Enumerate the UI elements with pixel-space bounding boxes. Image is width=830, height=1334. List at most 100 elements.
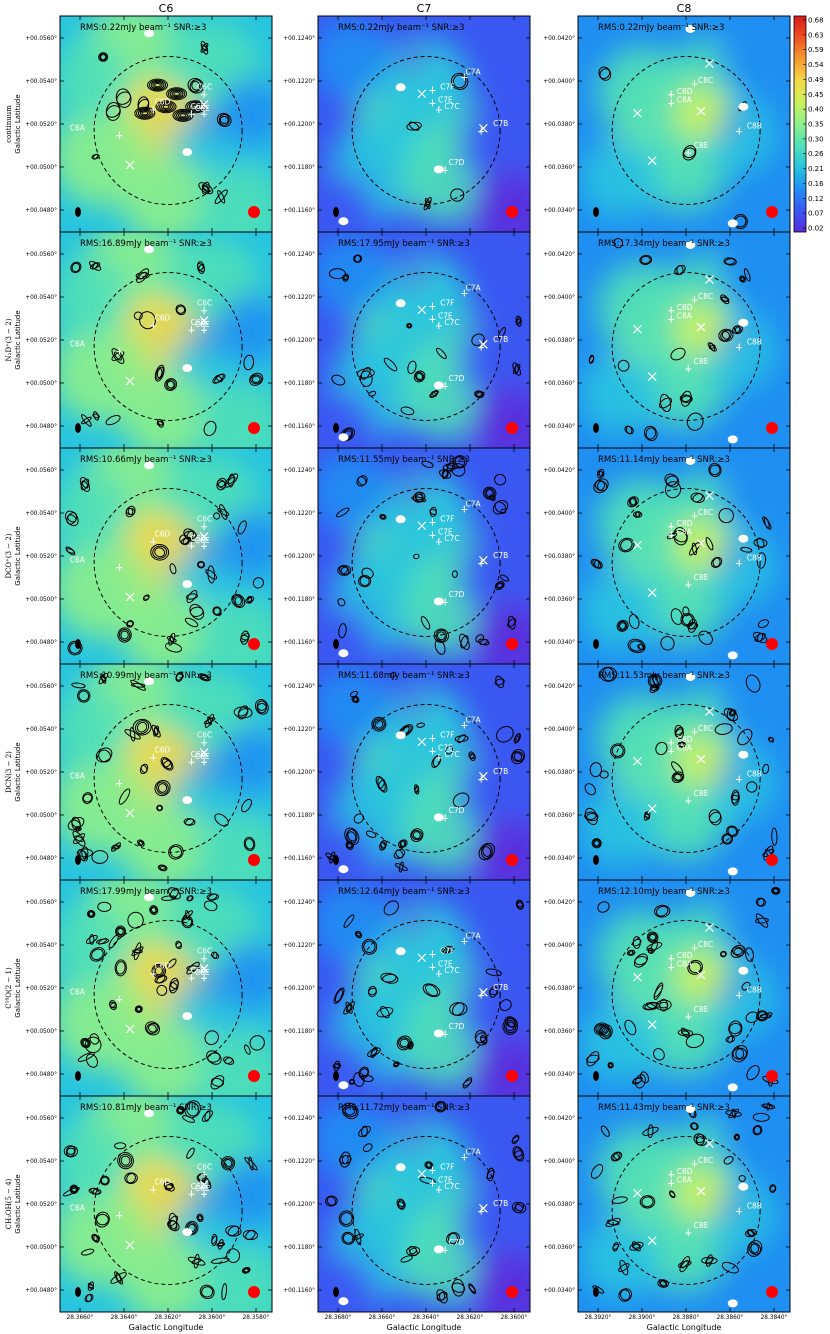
- white-source: [433, 1029, 444, 1038]
- y-tick-label: +00.0500°: [25, 597, 57, 603]
- cross-marker: [696, 106, 706, 116]
- colorbar-tick-label: 0.45: [808, 91, 824, 99]
- cross-marker: [125, 1240, 135, 1250]
- core-label: C7D: [449, 1238, 465, 1247]
- cross-marker: [199, 1180, 209, 1189]
- colorbar: 0.68 0.63 0.59 0.54 0.49 0.45 0.40 0.35 0.30 0.26…: [793, 15, 824, 233]
- rms-label: RMS:0.22mJy beam⁻¹ SNR:≥3: [80, 23, 206, 33]
- core-label: C7E: [438, 311, 453, 320]
- core-marker: [736, 991, 743, 999]
- core-marker: [668, 954, 675, 962]
- white-source: [433, 1245, 444, 1254]
- core-label: C7B: [493, 551, 508, 560]
- y-tick-label: +00.0360°: [543, 1245, 575, 1251]
- beam-ellipse: [333, 1287, 339, 1297]
- core-label: C7E: [438, 527, 453, 536]
- rms-label: RMS:12.10mJy beam⁻¹ SNR:≥3: [598, 887, 730, 897]
- panel-r3-c7: C7A C7B C7C C7D C7E C7F RMS:11.55mJy beam⁻¹ SN…: [317, 447, 531, 665]
- rms-label: RMS:11.68mJy beam⁻¹ SNR:≥3: [338, 671, 470, 681]
- core-label: C7A: [466, 67, 482, 76]
- white-source: [738, 318, 749, 327]
- core-label: C7B: [493, 767, 508, 776]
- colorbar-tick-label: 0.16: [808, 180, 824, 188]
- core-marker: [188, 110, 195, 118]
- core-label: C8D: [677, 951, 693, 960]
- core-label: C6D: [155, 314, 171, 323]
- field-of-view-circle: [93, 55, 243, 205]
- core-label: C6C: [197, 1162, 212, 1171]
- y-tick-label: +00.0560°: [25, 36, 57, 42]
- core-marker: [736, 1207, 743, 1215]
- x-tick-label: 28.3860°: [717, 1315, 744, 1321]
- row-label: DCO⁺(3 − 2): [5, 533, 13, 578]
- column-title-c7: C7: [417, 2, 432, 15]
- core-marker: [668, 306, 675, 314]
- y-tick-label: +00.0540°: [25, 943, 57, 949]
- white-source: [338, 865, 349, 874]
- contours: [584, 666, 778, 861]
- cross-marker: [632, 1188, 642, 1198]
- y-tick-label: +00.0420°: [543, 252, 575, 258]
- core-label: C7A: [466, 499, 482, 508]
- core-label: C6A: [70, 123, 86, 132]
- core-label: C6C: [197, 730, 212, 739]
- y-tick-label: +00.1220°: [283, 1159, 315, 1165]
- core-label: C7E: [438, 95, 453, 104]
- y-tick-label: +00.1240°: [283, 684, 315, 690]
- core-marker: [461, 505, 468, 513]
- row-label: continuum: [5, 105, 13, 143]
- y-tick-label: +00.0380°: [543, 986, 575, 992]
- y-tick-label: +00.0520°: [25, 1202, 57, 1208]
- field-of-view-circle: [351, 703, 501, 853]
- rms-label: RMS:17.95mJy beam⁻¹ SNR:≥3: [338, 239, 470, 249]
- y-tick-label: +00.1160°: [283, 1072, 315, 1078]
- colorbar-tick-label: 0.12: [808, 195, 824, 203]
- cross-marker: [478, 339, 488, 349]
- core-marker: [429, 950, 436, 958]
- cross-marker: [696, 322, 706, 332]
- y-tick-label: +00.0400°: [543, 1159, 575, 1165]
- beam-ellipse: [333, 1071, 339, 1081]
- x-tick-label: 28.3900°: [629, 1315, 656, 1321]
- core-marker: [442, 598, 449, 606]
- white-source: [738, 534, 749, 543]
- panel-r5-c6: C6A C6B C6C C6D C6E RMS:17.99mJy beam⁻¹ SNR:≥…: [59, 879, 273, 1097]
- core-marker: [668, 531, 675, 539]
- panel-r3-c6: C6A C6B C6C C6D C6E RMS:10.66mJy beam⁻¹ SNR:≥…: [59, 447, 273, 665]
- y-tick-label: +00.1220°: [283, 727, 315, 733]
- y-axis-label: Galactic Latitude: [14, 742, 22, 801]
- beam-ellipse: [593, 207, 599, 217]
- colorbar-tick-label: 0.21: [808, 165, 824, 173]
- panel-r2-c7: C7A C7B C7C C7D C7E C7F RMS:17.95mJy beam⁻¹ SN…: [317, 231, 531, 449]
- cross-marker: [478, 1203, 488, 1213]
- y-tick-label: +00.0560°: [25, 900, 57, 906]
- cross-marker: [647, 1020, 657, 1030]
- cross-marker: [632, 972, 642, 982]
- panel-r1-c6: C6A C6B C6C C6D C6E RMS:0.22mJy beam⁻¹ SNR:≥3: [59, 15, 273, 233]
- rms-label: RMS:10.66mJy beam⁻¹ SNR:≥3: [80, 455, 212, 465]
- y-tick-label: +00.1240°: [283, 252, 315, 258]
- y-tick-label: +00.0360°: [543, 165, 575, 171]
- white-source: [685, 1104, 696, 1113]
- panel-r2-c8: C8A C8B C8C C8D C8E RMS:17.34mJy beam⁻¹ SNR:≥…: [577, 231, 791, 449]
- white-source: [395, 1163, 406, 1172]
- y-tick-label: +00.0340°: [543, 856, 575, 862]
- y-tick-label: +00.0340°: [543, 424, 575, 430]
- white-source: [727, 1083, 738, 1092]
- colorbar-tick-label: 0.59: [808, 46, 824, 54]
- core-marker: [150, 1185, 157, 1193]
- core-label: C6B: [191, 102, 206, 111]
- core-marker: [201, 1190, 208, 1198]
- y-tick-label: +00.1200°: [283, 554, 315, 560]
- contours: [70, 260, 264, 437]
- core-label: C7C: [444, 318, 459, 327]
- core-marker: [435, 537, 442, 545]
- contours: [590, 463, 772, 654]
- contours: [586, 886, 781, 1089]
- y-tick-label: +00.1160°: [283, 208, 315, 214]
- core-marker: [116, 1211, 123, 1219]
- y-tick-label: +00.1220°: [283, 511, 315, 517]
- rms-label: RMS:11.14mJy beam⁻¹ SNR:≥3: [598, 455, 730, 465]
- y-tick-label: +00.1220°: [283, 295, 315, 301]
